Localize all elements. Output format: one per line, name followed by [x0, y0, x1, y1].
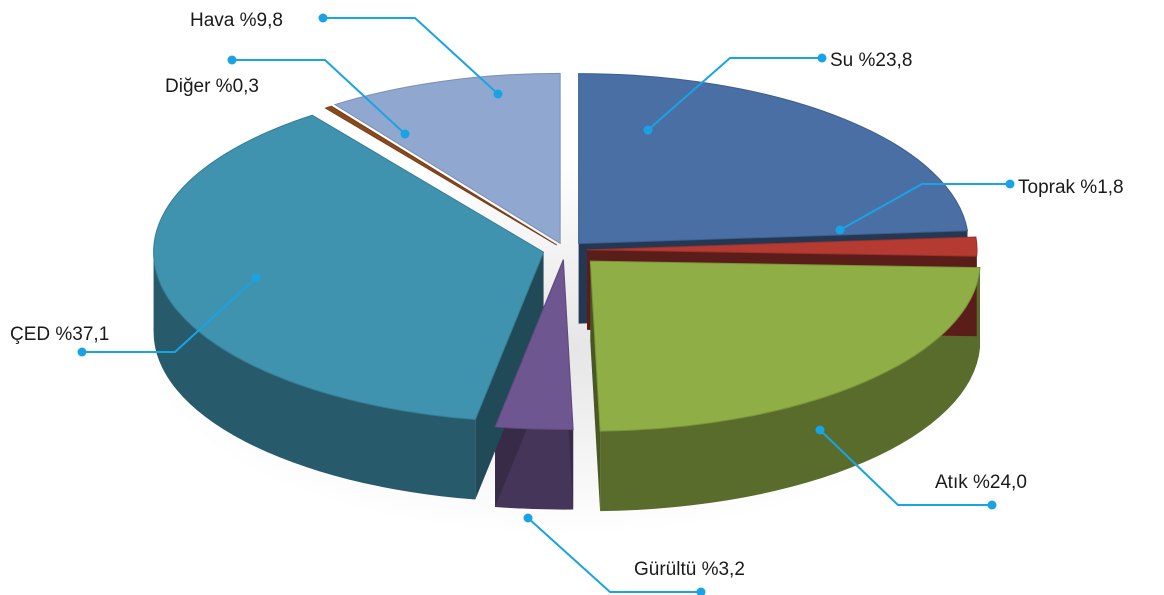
leader-dot-gurultu — [696, 587, 706, 595]
leader-line-diger — [232, 59, 406, 135]
slice-label-diger: Diğer %0,3 — [165, 76, 259, 97]
pie-cut-ced — [475, 252, 544, 500]
pie-slice-diger — [324, 105, 558, 246]
leader-anchor-atik — [815, 425, 825, 435]
leader-anchor-diger — [400, 129, 410, 139]
pie-side-atik — [600, 267, 981, 512]
pie-slice-ced — [153, 114, 545, 421]
slice-label-atik: Atık %24,0 — [935, 472, 1027, 493]
leader-anchor-toprak — [835, 225, 845, 235]
leader-line-su — [647, 57, 822, 131]
leader-line-atik — [819, 429, 992, 506]
pie-slice-toprak — [586, 236, 978, 257]
pie-side-ced — [153, 252, 476, 500]
leader-line-toprak — [839, 183, 1010, 231]
slice-label-gurultu: Gürültü %3,2 — [634, 559, 745, 580]
leader-dot-ced — [77, 347, 87, 357]
pie-slice-hava — [333, 72, 561, 245]
leader-dot-toprak — [1005, 179, 1015, 189]
slice-label-toprak: Toprak %1,8 — [1018, 177, 1124, 198]
pie-slice-gurultu — [494, 259, 574, 431]
leader-anchor-gurultu — [523, 513, 533, 523]
leader-anchor-hava — [493, 89, 503, 99]
leader-dot-atik — [987, 500, 997, 510]
leader-line-ced — [82, 277, 257, 353]
pie-slice-atik — [589, 260, 981, 432]
pie-cut-atik — [590, 261, 601, 512]
leader-dot-hava — [318, 13, 328, 23]
leader-line-hava — [323, 17, 499, 95]
slice-label-ced: ÇED %37,1 — [10, 324, 109, 345]
leader-line-gurultu — [527, 517, 701, 593]
slice-label-hava: Hava %9,8 — [190, 10, 283, 31]
pie-slice-su — [578, 73, 969, 245]
leader-dot-diger — [227, 55, 237, 65]
leader-anchor-ced — [251, 273, 261, 283]
leader-dot-su — [817, 53, 827, 63]
leader-anchor-su — [643, 125, 653, 135]
slice-label-su: Su %23,8 — [830, 50, 912, 71]
